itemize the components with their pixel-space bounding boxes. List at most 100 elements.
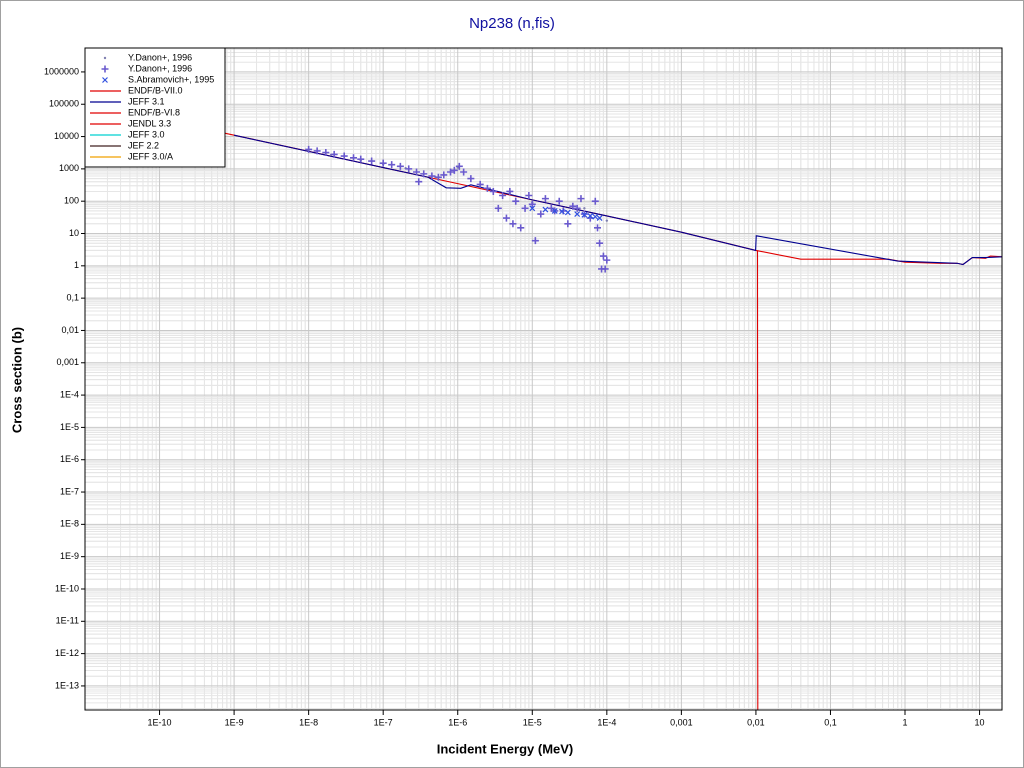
legend-label: JEFF 3.0 [128,129,165,139]
data-point [587,212,594,219]
legend-label: Y.Danon+, 1996 [128,63,192,73]
grid [85,48,1002,710]
data-point [542,206,549,213]
data-point [434,173,442,181]
data-point [489,187,497,195]
data-point [596,215,603,222]
y-tick-label: 1E-4 [60,389,79,399]
legend-box [84,47,226,168]
data-point [413,168,421,176]
data-point [528,200,536,208]
data-point [512,197,520,205]
data-point [467,175,475,183]
data-point [447,168,455,176]
data-point [531,237,539,245]
data-point [601,265,609,273]
data-point [313,147,321,155]
x-tick-label: 1E-4 [597,717,616,727]
data-point [379,159,387,167]
x-tick-label: 1E-7 [374,717,393,727]
y-tick-label: 0,1 [66,293,79,303]
data-point [499,192,507,199]
data-point [455,162,463,170]
data-point [340,152,348,160]
legend-label: Y.Danon+, 1996 [128,52,192,62]
data-point [555,197,563,205]
y-tick-label: 1E-11 [56,616,79,626]
x-tick-label: 1E-9 [225,717,244,727]
data-point [581,211,588,218]
x-tick-label: 0,01 [747,717,765,727]
data-point [592,213,599,220]
y-tick-label: 100000 [49,99,79,109]
data-point [330,150,338,158]
data-point [509,220,517,228]
x-axis-label: Incident Energy (MeV) [437,741,574,756]
y-tick-label: 0,01 [61,325,79,335]
legend-label: JEFF 3.0/A [128,151,173,161]
x-tick-label: 1E-8 [299,717,318,727]
data-point [357,155,365,163]
y-tick-label: 1E-8 [60,519,79,529]
data-point [564,220,572,228]
data-point [521,204,529,212]
data-point [494,204,502,212]
data-point [574,211,581,217]
data-point [525,192,533,199]
data-point [440,171,448,179]
data-point [396,162,404,170]
legend-label: ENDF/B-VII.0 [128,85,183,95]
data-point [460,168,468,176]
legend-label: JENDL 3.3 [128,118,171,128]
data-point [569,202,577,210]
y-tick-label: 1000 [59,163,79,173]
data-point [591,197,599,205]
x-tick-label: 1E-5 [523,717,542,727]
x-tick-label: 1E-10 [148,717,172,727]
series-layer [85,102,1002,710]
legend-label: JEFF 3.1 [128,96,165,106]
chart-title: Np238 (n,fis) [469,15,555,32]
data-point [388,161,396,169]
data-point [420,170,428,178]
y-tick-label: 1E-7 [60,486,79,496]
data-point [428,172,436,180]
data-point [322,149,330,157]
data-point [483,184,491,192]
data-point [502,214,510,222]
data-point [559,208,565,215]
data-point [551,207,558,214]
legend-marker [101,65,109,73]
data-point [537,210,545,218]
data-point [541,195,549,203]
plot-border [84,47,1003,711]
legend-label: JEF 2.2 [128,140,159,150]
series-line [233,134,1002,266]
data-point [573,204,581,212]
data-point [594,224,602,232]
data-point [450,166,458,174]
y-tick-label: 10000 [54,131,79,141]
legend-label: S.Abramovich+, 1995 [128,74,214,84]
data-point [405,165,413,173]
y-tick-label: 1E-9 [60,551,79,561]
data-point [368,157,376,165]
data-point [605,219,609,222]
data-point [517,224,525,232]
data-point [305,145,313,153]
y-tick-label: 10 [69,228,79,238]
y-tick-label: 100 [64,196,79,206]
data-point [415,178,423,186]
plot-area [85,48,1002,710]
x-tick-label: 1E-6 [448,717,467,727]
data-point [350,154,358,162]
y-tick-label: 1 [74,260,79,270]
y-tick-label: 1E-12 [55,648,79,658]
y-tick-label: 0,001 [56,357,79,367]
y-tick-label: 1E-5 [60,422,79,432]
data-point [583,207,586,210]
x-tick-label: 1 [903,717,908,727]
data-point [476,180,484,188]
y-tick-label: 1E-13 [55,680,79,690]
